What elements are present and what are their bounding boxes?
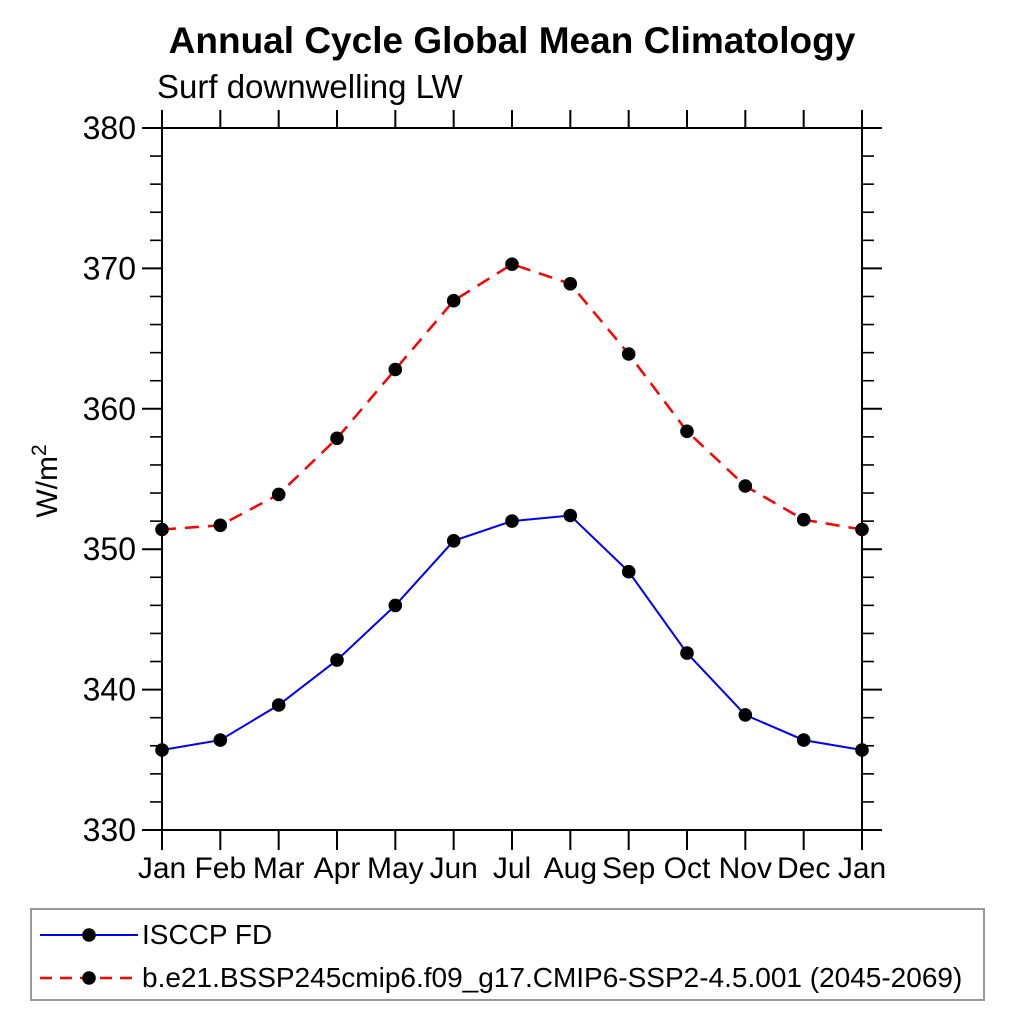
svg-text:Jan: Jan [838,852,886,885]
y-axis-ticks [142,127,882,831]
series-markers-1 [155,257,869,537]
y-axis-tick-labels: 330 340 350 360 370 380 [83,110,136,848]
svg-text:Dec: Dec [777,852,830,885]
chart-subtitle: Surf downwelling LW [157,68,463,105]
svg-text:Aug: Aug [544,852,597,885]
legend-box: ISCCP FD b.e21.BSSP245cmip6.f09_g17.CMIP… [30,908,985,1001]
svg-text:Jun: Jun [429,852,477,885]
legend-item-model: b.e21.BSSP245cmip6.f09_g17.CMIP6-SSP2-4.… [38,962,963,993]
svg-text:May: May [367,852,424,885]
series-line-1 [161,262,863,531]
svg-text:360: 360 [83,391,136,427]
svg-text:Sep: Sep [602,852,655,885]
plot-frame [161,127,863,831]
svg-text:Jan: Jan [138,852,186,885]
svg-text:Apr: Apr [314,852,361,885]
svg-text:Mar: Mar [253,852,305,885]
series-markers-0 [155,508,869,757]
legend-label-isccp: ISCCP FD [142,919,273,950]
svg-text:Nov: Nov [719,852,772,885]
svg-text:380: 380 [83,110,136,146]
series-line-0 [161,514,863,751]
legend-label-model: b.e21.BSSP245cmip6.f09_g17.CMIP6-SSP2-4.… [142,962,963,993]
svg-text:330: 330 [83,812,136,848]
svg-text:340: 340 [83,672,136,708]
legend-line-sample-model [40,971,138,985]
svg-text:Jul: Jul [493,852,531,885]
svg-text:Feb: Feb [194,852,246,885]
svg-text:350: 350 [83,531,136,567]
legend-item-isccp-fd: ISCCP FD [38,919,273,950]
x-axis-ticks [161,110,863,850]
x-axis-tick-labels: Jan Feb Mar Apr May Jun Jul Aug Sep Oct Nov Dec Jan [138,852,886,885]
legend-line-sample-isccp [40,928,138,942]
svg-text:370: 370 [83,250,136,286]
svg-text:Oct: Oct [664,852,711,885]
chart-title: Annual Cycle Global Mean Climatology [168,20,856,61]
